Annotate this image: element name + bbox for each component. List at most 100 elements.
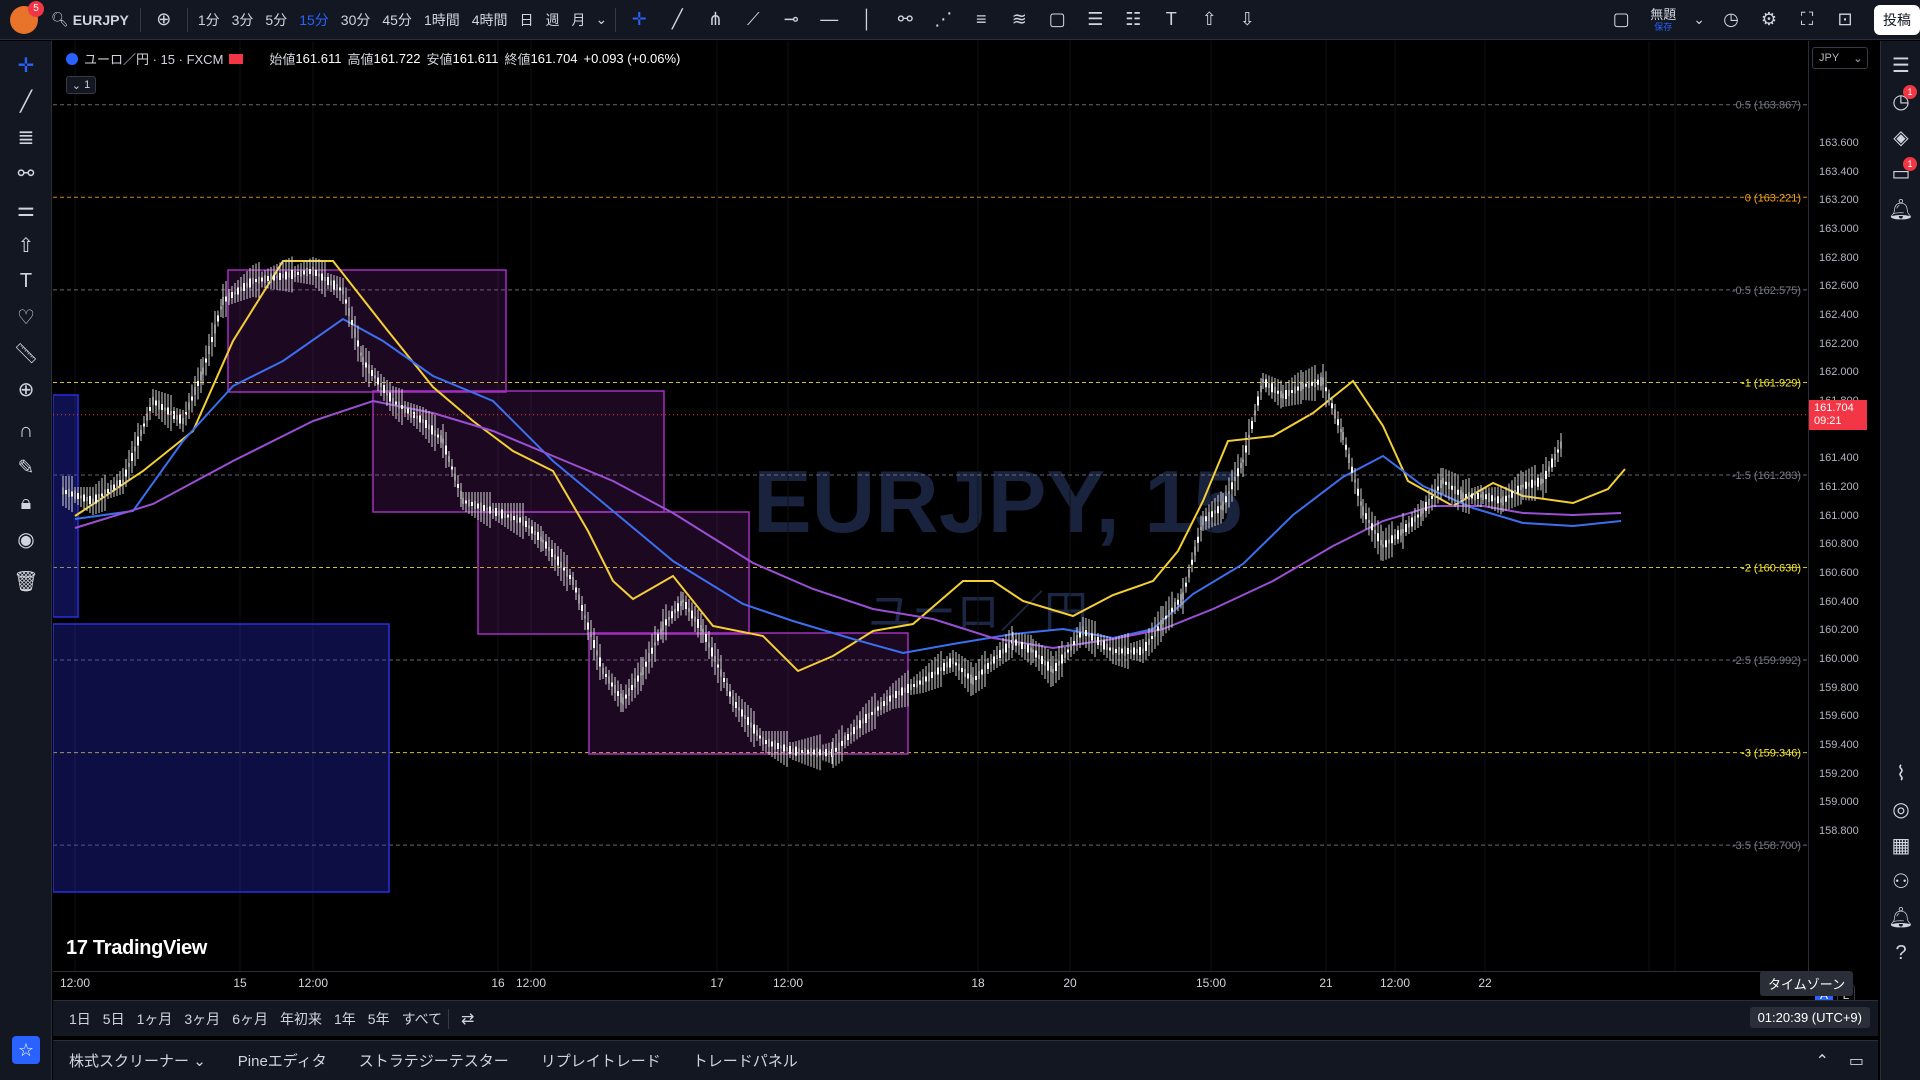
candle-body bbox=[249, 278, 251, 288]
text-tool-icon[interactable]: T bbox=[19, 269, 33, 292]
timeframe-1m[interactable]: 1分 bbox=[197, 11, 220, 28]
fib-tool-icon[interactable]: ≣ bbox=[17, 126, 35, 149]
layers-icon[interactable]: ◈ bbox=[1893, 126, 1909, 149]
horizontal-line-icon[interactable]: — bbox=[820, 9, 839, 29]
alert-clock-icon[interactable]: ◷ bbox=[1723, 9, 1739, 29]
help-icon[interactable]: ? bbox=[1895, 941, 1907, 964]
candle-body bbox=[434, 430, 436, 436]
calendar-icon[interactable]: ▦ bbox=[1891, 834, 1911, 857]
timeframe-45m[interactable]: 45分 bbox=[382, 11, 412, 28]
timeframe-3m[interactable]: 3分 bbox=[231, 11, 254, 28]
short-position-icon[interactable]: ☷ bbox=[1125, 9, 1142, 29]
zoom-icon[interactable]: ⊕ bbox=[17, 378, 35, 401]
rectangle-icon[interactable]: ▢ bbox=[1048, 9, 1066, 29]
fullscreen-icon[interactable]: ⛶ bbox=[1800, 9, 1814, 29]
parallel-channel-icon[interactable]: ≡ bbox=[976, 9, 987, 29]
arrow-tool-icon[interactable]: ⇧ bbox=[17, 234, 35, 257]
open-label: 始値 bbox=[269, 52, 296, 67]
fib-channel-icon[interactable]: ≋ bbox=[1011, 9, 1027, 29]
compare-plus-icon[interactable]: ⊕ bbox=[156, 9, 172, 29]
expand-panel-icon[interactable]: ⌃ bbox=[1815, 1052, 1829, 1070]
currency-select[interactable]: JPY ⌄ bbox=[1812, 47, 1868, 69]
lock-icon[interactable]: 🔒︎ bbox=[20, 491, 32, 514]
target-icon[interactable]: ◎ bbox=[1892, 798, 1910, 821]
trash-icon[interactable]: 🗑︎ bbox=[13, 570, 39, 593]
forecast-tool-icon[interactable]: ⚌ bbox=[17, 198, 35, 221]
candle-body bbox=[448, 456, 450, 462]
flag-icon[interactable] bbox=[229, 53, 244, 64]
range-ytd[interactable]: 年初来 bbox=[279, 1010, 322, 1027]
eye-icon[interactable]: ◉ bbox=[17, 528, 35, 551]
magnet-icon[interactable]: ∩ bbox=[18, 419, 34, 442]
publish-button[interactable]: 投稿 bbox=[1874, 4, 1920, 35]
stay-drawing-icon[interactable]: ✎ bbox=[17, 456, 35, 479]
arrow-down-icon[interactable]: ⇩ bbox=[1239, 9, 1255, 29]
candle-body bbox=[910, 684, 912, 690]
range-1d[interactable]: 1日 bbox=[69, 1010, 91, 1027]
timeframe-4h[interactable]: 4時間 bbox=[471, 11, 508, 28]
notification-bell-icon[interactable]: 🔔︎ bbox=[1888, 198, 1914, 221]
pitchfork-icon[interactable]: ⋔ bbox=[707, 9, 723, 29]
crosshair-icon[interactable]: ✛ bbox=[631, 9, 647, 29]
range-3m[interactable]: 3ヶ月 bbox=[184, 1010, 221, 1027]
heart-icon[interactable]: ♡ bbox=[17, 306, 35, 329]
fib-fan-icon[interactable]: ⋰ bbox=[934, 9, 953, 29]
crosshair-tool-icon[interactable]: ✛ bbox=[17, 54, 35, 77]
user-avatar[interactable]: 5 bbox=[10, 0, 44, 34]
strategy-icon[interactable]: ⌇ bbox=[1896, 762, 1906, 785]
price-scale[interactable]: JPY ⌄ 163.600 163.400 163.200 163.000 162.800… bbox=[1808, 41, 1878, 1005]
trendline-icon[interactable]: ╱ bbox=[671, 9, 683, 29]
tab-trade-panel[interactable]: トレードパネル bbox=[692, 1053, 798, 1070]
arrow-up-icon[interactable]: ⇧ bbox=[1201, 9, 1217, 29]
settings-gear-icon[interactable]: ⚙ bbox=[1760, 9, 1778, 29]
ray-icon[interactable]: ⟋ bbox=[746, 9, 760, 29]
chart-pane[interactable]: EURJPY, 15 ユーロ／円 0.5 (163.867) 0 (163.221… bbox=[53, 41, 1878, 985]
go-to-date-icon[interactable]: ⇄ bbox=[448, 1008, 480, 1029]
vertical-line-icon[interactable]: │ bbox=[861, 9, 873, 29]
range-all[interactable]: すべて bbox=[401, 1010, 443, 1027]
favorite-star-icon[interactable]: ☆ bbox=[12, 1036, 40, 1064]
candle-body bbox=[246, 282, 248, 288]
trendline-tool-icon[interactable]: ╱ bbox=[19, 90, 33, 113]
range-5d[interactable]: 5日 bbox=[102, 1010, 125, 1027]
camera-icon[interactable]: ⊡ bbox=[1837, 9, 1853, 29]
long-position-icon[interactable]: ☰ bbox=[1087, 9, 1104, 29]
range-5y[interactable]: 5年 bbox=[367, 1010, 390, 1027]
legend-collapse-button[interactable]: ⌄ 1 bbox=[66, 76, 96, 94]
timeframe-week[interactable]: 週 bbox=[545, 11, 560, 28]
tab-stock-screener[interactable]: 株式スクリーナー ⌄ bbox=[53, 1050, 222, 1071]
timeframe-5m[interactable]: 5分 bbox=[265, 11, 288, 28]
chart-canvas[interactable]: 0.5 (163.867) 0 (163.221) -0.5 (162.575) -1… bbox=[53, 41, 1808, 971]
range-1y[interactable]: 1年 bbox=[333, 1010, 356, 1027]
time-scale[interactable]: 12:00 15 12:00 16 12:00 17 12:00 18 20 15:00 21 12:… bbox=[53, 971, 1808, 995]
pattern-tool-icon[interactable]: ⚯ bbox=[17, 162, 35, 185]
horizontal-ray-icon[interactable]: ⊸ bbox=[783, 9, 799, 29]
layout-icon[interactable]: ▢ bbox=[1612, 9, 1630, 29]
price-tick-label: 158.800 bbox=[1819, 824, 1859, 837]
timeframe-month[interactable]: 月 bbox=[571, 11, 586, 28]
pattern-icon[interactable]: ⚯ bbox=[897, 9, 913, 29]
timeframe-1h[interactable]: 1時間 bbox=[423, 11, 460, 28]
bell-icon[interactable]: 🔔︎ bbox=[1888, 906, 1914, 929]
legend-title[interactable]: ユーロ／円 · 15 · FXCM bbox=[84, 52, 224, 67]
timeframe-day[interactable]: 日 bbox=[519, 11, 534, 28]
chat-icon[interactable]: ▭ 1 bbox=[1881, 155, 1920, 191]
timeframe-30m[interactable]: 30分 bbox=[340, 11, 371, 28]
save-dropdown-icon[interactable]: ⌄ bbox=[1693, 11, 1705, 27]
range-1m[interactable]: 1ヶ月 bbox=[136, 1010, 173, 1027]
save-layout-button[interactable]: 無題 保存 bbox=[1640, 8, 1686, 32]
alerts-icon[interactable]: ◷ 1 bbox=[1881, 83, 1920, 119]
timeframe-dropdown-icon[interactable]: ⌄ bbox=[595, 11, 608, 27]
timeframe-15m[interactable]: 15分 bbox=[299, 11, 329, 28]
tab-pine-editor[interactable]: Pineエディタ bbox=[237, 1053, 327, 1070]
timezone-clock[interactable]: 01:20:39 (UTC+9) bbox=[1749, 1007, 1870, 1028]
symbol-search[interactable]: 🔍︎ EURJPY bbox=[44, 0, 136, 40]
watchlist-icon[interactable]: ☰ bbox=[1892, 54, 1910, 77]
tab-strategy-tester[interactable]: ストラテジーテスター bbox=[358, 1053, 509, 1070]
tab-replay-trade[interactable]: リプレイトレード bbox=[540, 1053, 661, 1070]
range-6m[interactable]: 6ヶ月 bbox=[232, 1010, 268, 1027]
maximize-panel-icon[interactable]: ▭ bbox=[1848, 1052, 1864, 1070]
ruler-icon[interactable]: 📏︎ bbox=[13, 342, 39, 365]
community-icon[interactable]: ⚇ bbox=[1892, 870, 1910, 893]
text-tool-icon[interactable]: T bbox=[1165, 9, 1177, 29]
